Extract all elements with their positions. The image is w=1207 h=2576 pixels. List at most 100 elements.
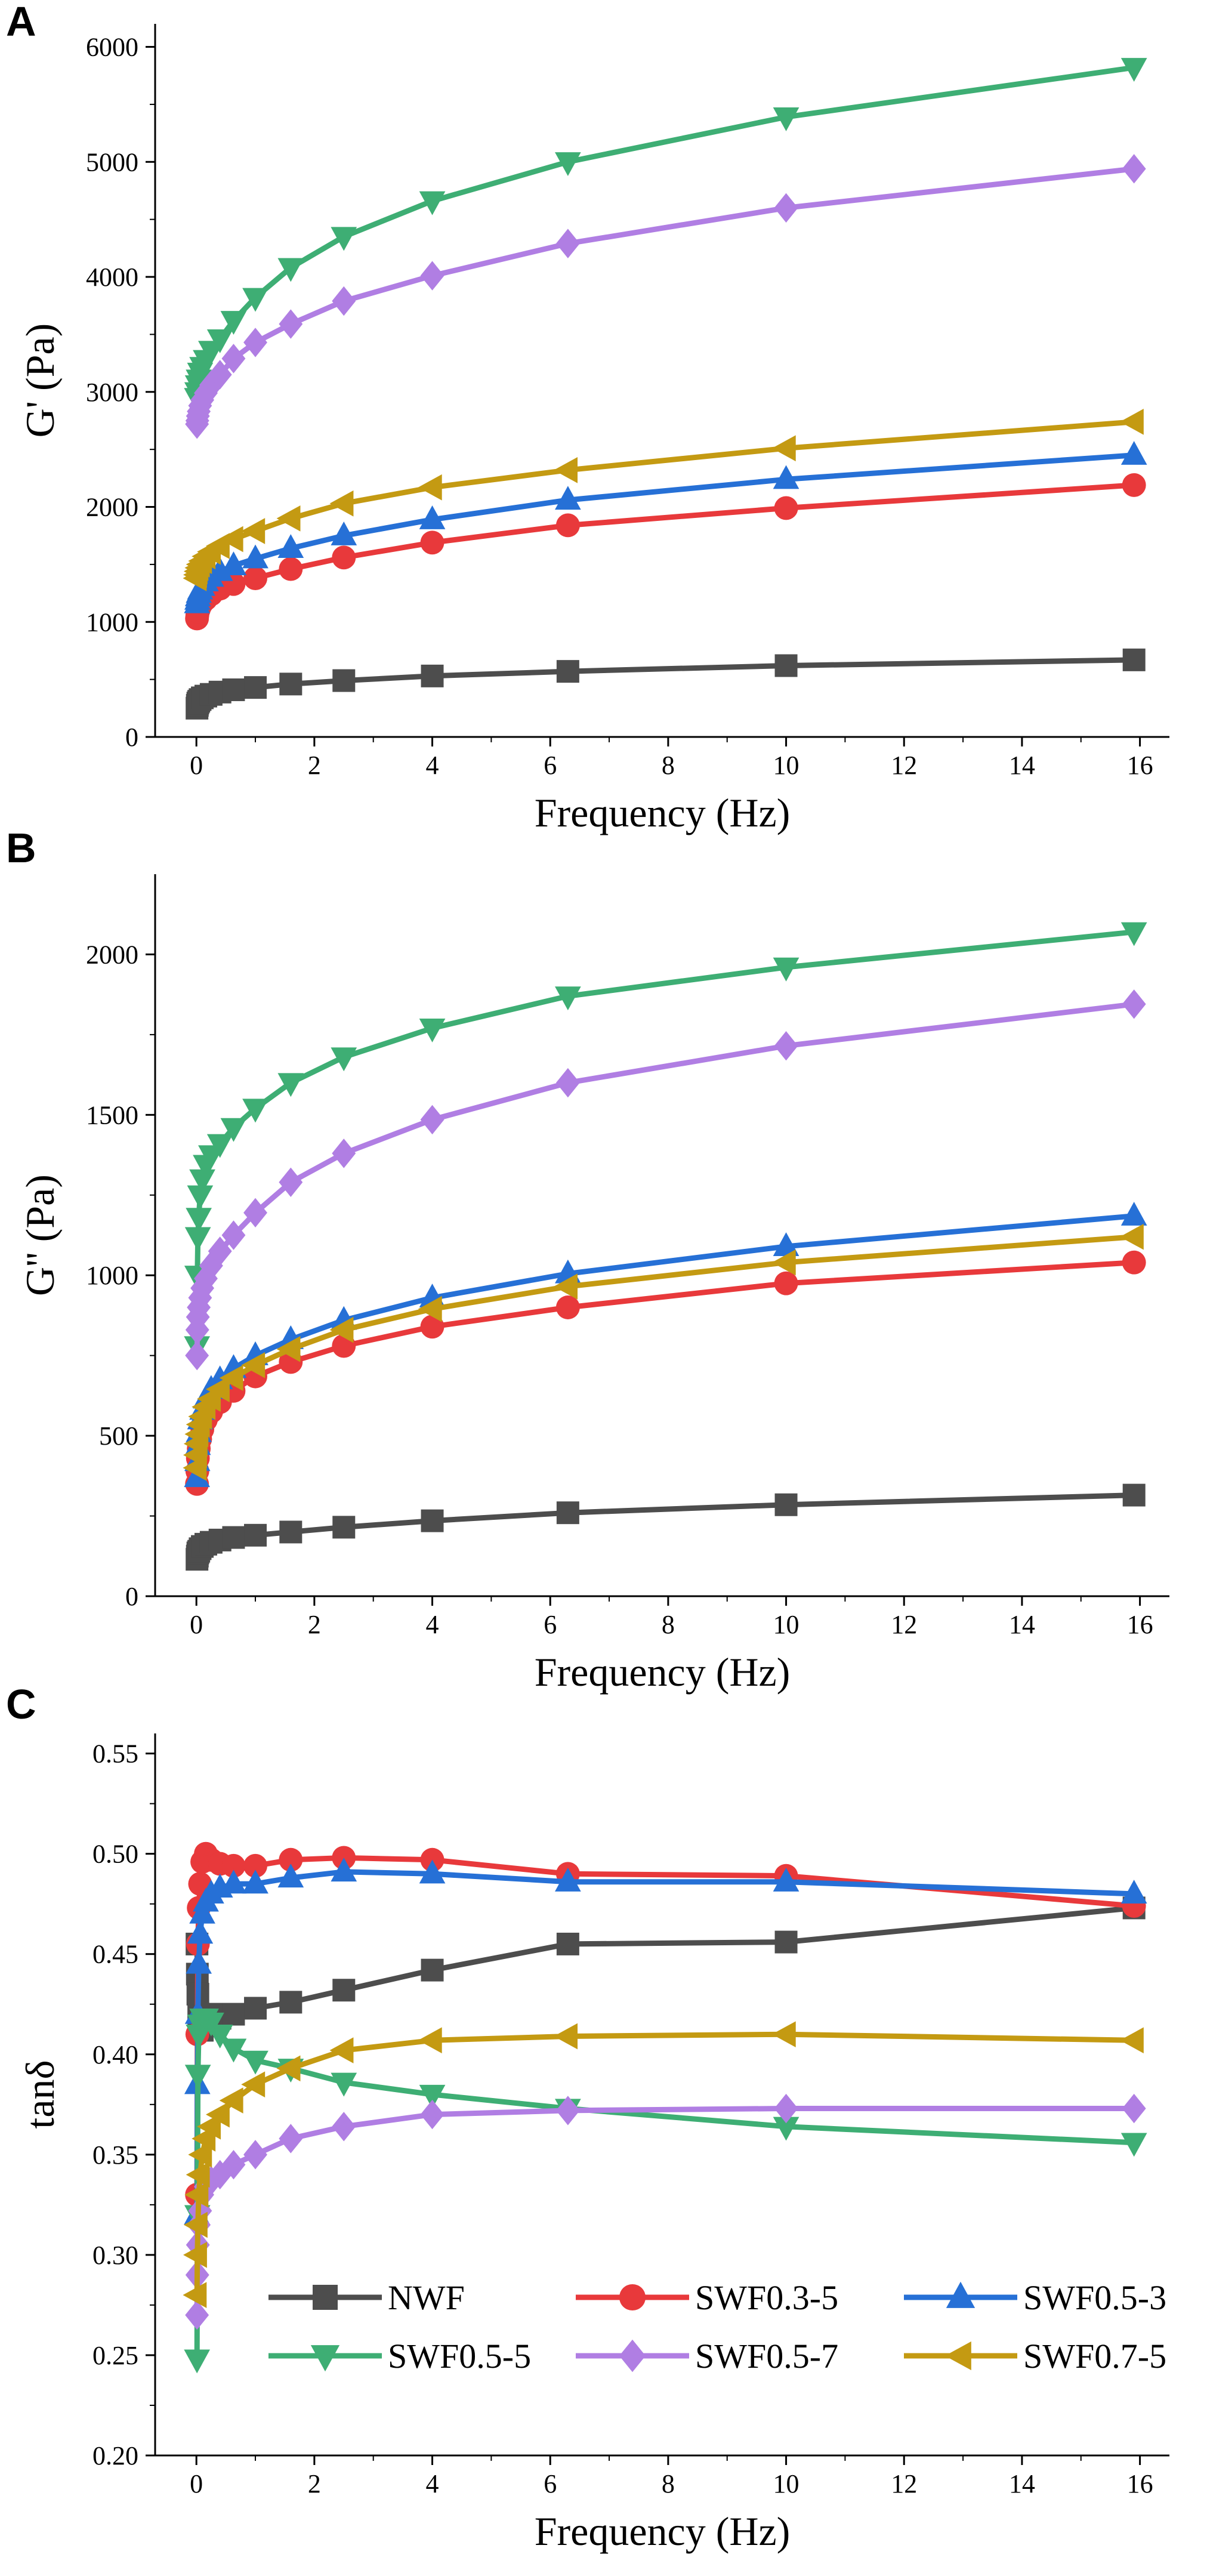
data-point-swf0-5-7 — [774, 1031, 798, 1061]
data-point-swf0-5-5 — [555, 152, 581, 177]
data-point-nwf — [222, 678, 245, 701]
data-point-swf0-7-5 — [276, 505, 301, 532]
data-point-swf0-5-3 — [555, 1867, 581, 1892]
data-point-nwf — [1122, 648, 1146, 671]
data-point-swf0-3-5 — [279, 557, 303, 581]
x-tick-label: 4 — [426, 1610, 439, 1639]
x-tick-label: 2 — [308, 2469, 321, 2498]
x-axis-title: Frequency (Hz) — [535, 2509, 791, 2554]
data-point-swf0-5-3 — [331, 521, 357, 545]
data-point-swf0-5-5 — [419, 191, 446, 215]
data-point-swf0-5-3 — [242, 544, 268, 569]
data-point-swf0-5-5 — [184, 1227, 211, 1251]
data-point-swf0-5-3 — [419, 1859, 446, 1884]
data-point-swf0-5-7 — [1122, 154, 1146, 184]
data-point-swf0-7-5 — [554, 1273, 578, 1300]
panel-a-storage-modulus-chart: A 0 2 4 6 8 10 12 14 16 0 1000 2000 3000 4000 5000 6000 F… — [6, 0, 1169, 835]
data-point-swf0-5-5 — [242, 2050, 268, 2075]
x-axis-title: Frequency (Hz) — [535, 790, 791, 835]
x-tick-label: 10 — [773, 1610, 799, 1639]
x-axis-title: Frequency (Hz) — [535, 1649, 791, 1695]
x-tick-label: 4 — [426, 751, 439, 780]
panel-letter-a: A — [6, 0, 36, 45]
series-swf0-7-5 — [183, 409, 1144, 591]
data-point-nwf — [332, 1979, 356, 2002]
data-point-nwf — [421, 1509, 444, 1532]
data-point-swf0-7-5 — [186, 2161, 210, 2188]
data-point-nwf — [556, 1501, 579, 1525]
data-point-swf0-5-5 — [220, 1118, 247, 1142]
x-tick-label: 6 — [544, 751, 557, 780]
y-tick-label: 2000 — [86, 940, 138, 969]
x-tick-label: 2 — [308, 751, 321, 780]
data-point-swf0-5-3 — [189, 1899, 215, 1924]
data-point-swf0-5-7 — [774, 193, 798, 223]
data-point-swf0-7-5 — [276, 2055, 301, 2082]
y-tick-label: 1500 — [86, 1100, 138, 1130]
x-tick-label: 8 — [662, 1610, 675, 1639]
data-point-swf0-5-7 — [243, 328, 267, 357]
data-point-swf0-7-5 — [197, 2113, 221, 2140]
legend-label: SWF0.3-5 — [695, 2278, 838, 2317]
data-point-swf0-7-5 — [1119, 409, 1144, 435]
data-point-swf0-3-5 — [774, 1271, 798, 1295]
panel-letter-c: C — [6, 1681, 36, 1727]
data-point-nwf — [279, 672, 302, 696]
data-point-swf0-5-7 — [774, 2093, 798, 2124]
data-point-swf0-5-3 — [186, 1949, 212, 1974]
data-point-swf0-7-5 — [554, 456, 578, 483]
data-point-nwf — [421, 664, 444, 687]
y-axis-title: G' (Pa) — [17, 323, 63, 438]
panel-c-tan-delta-chart: C 0 2 4 6 8 10 12 14 16 0.20 0.25 0.30 0.35 0.40 0.45 0.… — [6, 1681, 1169, 2554]
data-point-swf0-7-5 — [1119, 2027, 1144, 2054]
x-tick-label: 14 — [1009, 1610, 1035, 1639]
panel-b-loss-modulus-chart: B 0 2 4 6 8 10 12 14 16 0 500 1000 1500 2000 Frequency … — [6, 825, 1169, 1695]
data-point-swf0-5-5 — [206, 2025, 233, 2049]
data-point-swf0-5-3 — [220, 1869, 247, 1894]
data-point-swf0-5-7 — [1122, 989, 1146, 1019]
data-point-swf0-5-7 — [185, 1340, 209, 1371]
data-point-swf0-7-5 — [205, 2101, 230, 2128]
data-point-swf0-5-5 — [206, 329, 233, 353]
data-point-swf0-5-5 — [198, 2012, 224, 2037]
data-point-swf0-7-5 — [241, 2071, 266, 2098]
legend-marker-nwf — [313, 2285, 338, 2310]
y-tick-label: 0 — [125, 1582, 138, 1611]
legend-entry-nwf: NWF — [268, 2278, 465, 2317]
data-point-swf0-5-3 — [419, 505, 446, 529]
series-swf0-7-5 — [183, 2021, 1144, 2308]
data-point-swf0-5-7 — [185, 2300, 209, 2330]
data-point-nwf — [332, 1516, 356, 1539]
legend-marker-swf0-5-3 — [946, 2281, 976, 2308]
data-point-nwf — [332, 669, 356, 692]
data-point-swf0-5-5 — [184, 2065, 211, 2089]
data-point-swf0-5-5 — [773, 2117, 799, 2141]
data-point-swf0-5-5 — [186, 1208, 212, 1232]
data-point-swf0-5-5 — [331, 2072, 357, 2097]
data-point-swf0-5-5 — [1120, 58, 1147, 82]
legend-marker-swf0-5-5 — [310, 2345, 340, 2372]
data-point-swf0-7-5 — [241, 518, 266, 544]
x-tick-label: 16 — [1127, 2469, 1153, 2498]
data-point-swf0-3-5 — [1122, 473, 1146, 497]
data-point-swf0-3-5 — [243, 1853, 267, 1878]
data-point-swf0-7-5 — [329, 1316, 354, 1343]
data-point-swf0-5-3 — [277, 1864, 304, 1888]
data-point-swf0-5-7 — [332, 286, 356, 316]
series-swf0-5-5 — [184, 922, 1147, 1361]
data-point-nwf — [279, 1520, 302, 1544]
data-point-swf0-5-5 — [242, 1099, 268, 1123]
data-point-swf0-5-3 — [1120, 1880, 1147, 1904]
data-point-swf0-5-7 — [555, 1068, 580, 1098]
y-tick-label: 0.25 — [92, 2341, 138, 2370]
data-point-swf0-5-5 — [189, 1169, 215, 1193]
legend-label: SWF0.7-5 — [1023, 2337, 1166, 2376]
y-tick-label: 4000 — [86, 263, 138, 292]
x-tick-label: 12 — [891, 2469, 917, 2498]
y-tick-label: 0.35 — [92, 2140, 138, 2170]
data-point-swf0-3-5 — [420, 1315, 444, 1339]
data-point-swf0-5-7 — [243, 1198, 267, 1228]
data-point-swf0-5-7 — [420, 261, 444, 291]
series-nwf — [186, 1483, 1146, 1571]
